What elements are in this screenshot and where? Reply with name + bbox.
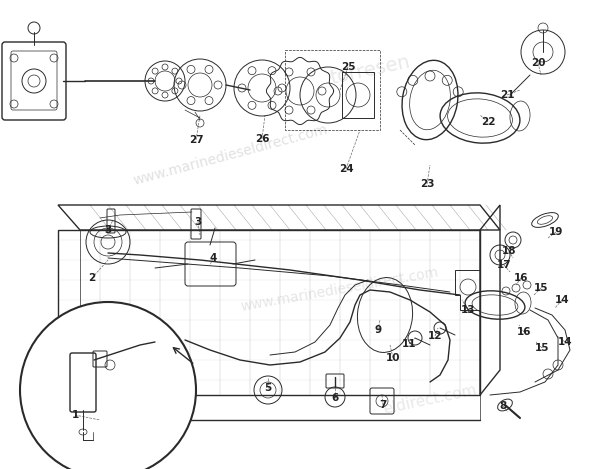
Text: 11: 11 [402, 339, 416, 349]
Bar [285, 50, 380, 130]
Text: 17: 17 [497, 260, 511, 270]
Text: 3: 3 [104, 225, 112, 235]
Text: 2: 2 [88, 273, 95, 283]
Text: 13: 13 [461, 305, 475, 315]
Text: 26: 26 [255, 134, 269, 144]
Text: 24: 24 [338, 164, 353, 174]
Text: 23: 23 [420, 179, 434, 189]
Text: 19: 19 [549, 227, 563, 237]
Text: 15: 15 [535, 343, 549, 353]
Text: www.marinedieseldirect.com: www.marinedieseldirect.com [131, 122, 329, 188]
Text: 27: 27 [188, 135, 203, 145]
Text: 14: 14 [557, 337, 572, 347]
Text: eldirect.com: eldirect.com [382, 383, 478, 417]
Text: 25: 25 [341, 62, 355, 72]
Text: 18: 18 [502, 246, 516, 256]
Text: 16: 16 [514, 273, 528, 283]
Text: www.marinedieseldirect.com: www.marinedieseldirect.com [240, 265, 440, 314]
Text: torresen: torresen [328, 52, 412, 88]
Text: 6: 6 [331, 393, 338, 403]
Text: 7: 7 [379, 400, 386, 410]
Text: 16: 16 [517, 327, 531, 337]
Text: 21: 21 [500, 90, 514, 100]
Text: 5: 5 [265, 383, 272, 393]
Bar [342, 72, 374, 118]
Text: 14: 14 [554, 295, 569, 305]
Text: 1: 1 [71, 410, 79, 420]
Text: 12: 12 [428, 331, 442, 341]
Text: 3: 3 [194, 217, 202, 227]
Text: 22: 22 [481, 117, 495, 127]
Text: 15: 15 [534, 283, 548, 293]
Text: 4: 4 [209, 253, 217, 263]
Text: 10: 10 [386, 353, 400, 363]
Text: 9: 9 [374, 325, 382, 335]
Text: 20: 20 [531, 58, 545, 68]
Circle shape [20, 302, 196, 469]
Text: 8: 8 [499, 401, 506, 411]
